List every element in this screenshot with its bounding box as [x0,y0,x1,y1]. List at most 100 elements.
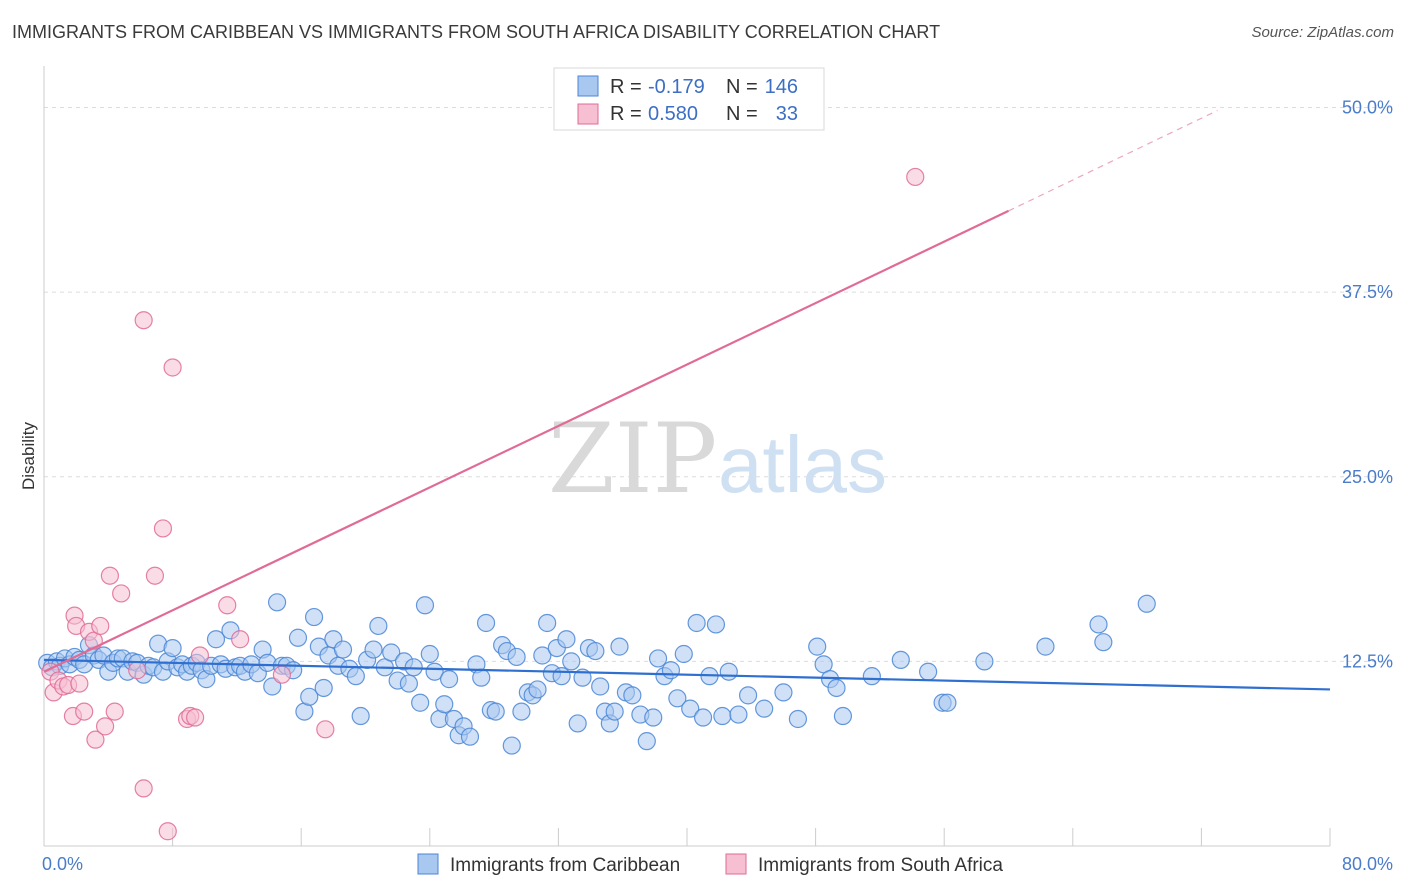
legend-r-value-2: 0.580 [648,103,698,125]
point-caribbean-138 [827,678,846,698]
point-caribbean-149 [1137,594,1156,613]
y-tick-label-2: 37.5% [1342,282,1393,302]
point-caribbean-79 [439,670,459,689]
point-caribbean-125 [693,708,713,727]
gridlines [44,107,1394,662]
point-caribbean-132 [755,699,774,718]
chart-title: IMMIGRANTS FROM CARIBBEAN VS IMMIGRANTS … [12,22,941,42]
point-caribbean-73 [411,693,430,712]
point-caribbean-54 [304,607,324,627]
legend-n-value-1: 146 [765,76,798,98]
bottom-legend: Immigrants from Caribbean Immigrants fro… [417,853,1003,876]
point-south-africa-17 [112,584,131,603]
point-caribbean-128 [713,706,732,726]
point-south-africa-16 [105,702,124,721]
point-south-africa-32 [316,720,335,739]
point-caribbean-139 [833,706,853,726]
point-south-africa-28 [190,646,210,665]
point-south-africa-19 [134,311,153,330]
bottom-legend-caribbean: Immigrants from Caribbean [450,855,680,876]
y-tick-labels: 12.5% 25.0% 37.5% 50.0% [1342,98,1393,672]
point-caribbean-83 [460,727,480,746]
point-south-africa-27 [186,708,205,727]
legend-n-label-2: N = [726,103,758,125]
point-south-africa-12 [86,730,105,749]
point-caribbean-68 [382,643,401,662]
legend-swatch-caribbean [577,75,599,97]
y-tick-label-1: 25.0% [1342,467,1393,487]
point-caribbean-147 [1089,615,1108,634]
point-caribbean-78 [435,695,454,714]
point-caribbean-66 [369,616,388,636]
point-caribbean-123 [681,699,700,718]
trend-lines [43,109,1331,691]
point-caribbean-120 [661,661,681,680]
point-caribbean-51 [288,628,308,647]
point-caribbean-148 [1094,633,1113,652]
point-south-africa-20 [134,779,153,798]
trend-line-caribbean [43,658,1331,691]
point-caribbean-96 [528,680,547,699]
point-caribbean-103 [562,652,581,671]
point-caribbean-101 [552,667,571,686]
point-caribbean-121 [668,689,687,708]
point-caribbean-131 [738,686,758,705]
point-caribbean-130 [729,705,748,724]
point-caribbean-112 [610,637,629,656]
point-caribbean-74 [415,596,435,615]
point-caribbean-145 [975,652,994,671]
legend-r-label-2: R = [610,103,642,125]
point-south-africa-14 [95,717,115,736]
x-tick-label-0: 0.0% [42,854,83,874]
point-south-africa-24 [163,358,182,377]
bottom-legend-south-africa: Immigrants from South Africa [758,855,1003,876]
point-caribbean-104 [568,714,587,733]
y-tick-label-3: 50.0% [1342,98,1393,118]
point-caribbean-46 [263,677,282,696]
data-points [38,167,1156,841]
point-caribbean-124 [687,613,706,633]
point-caribbean-88 [486,702,505,721]
bottom-legend-swatch-caribbean [417,853,439,875]
point-caribbean-65 [364,640,383,659]
point-caribbean-114 [623,686,642,705]
point-caribbean-56 [314,678,333,698]
point-south-africa-15 [100,566,120,585]
y-tick-label-0: 12.5% [1342,651,1393,671]
point-caribbean-75 [420,644,439,664]
point-caribbean-93 [512,702,531,721]
point-caribbean-116 [637,732,656,751]
legend-r-value-1: -0.179 [648,76,705,98]
point-south-africa-23 [158,822,177,841]
point-caribbean-62 [346,667,365,686]
legend-n-label-1: N = [726,76,758,98]
x-tick-label-1: 80.0% [1342,854,1393,874]
point-caribbean-91 [502,736,521,755]
point-caribbean-144 [938,693,957,712]
legend-r-label-1: R = [610,76,642,98]
point-caribbean-127 [706,615,726,634]
point-caribbean-102 [557,630,576,649]
point-caribbean-85 [472,668,491,687]
point-south-africa-9 [75,702,94,721]
point-caribbean-26 [163,638,182,658]
point-caribbean-118 [648,649,668,668]
point-caribbean-135 [808,637,827,656]
point-caribbean-63 [351,706,370,726]
point-caribbean-107 [586,641,605,661]
point-south-africa-33 [906,167,925,187]
point-caribbean-134 [788,709,808,729]
point-caribbean-97 [533,646,552,665]
point-caribbean-146 [1036,637,1055,656]
point-south-africa-13 [91,616,110,636]
point-south-africa-18 [128,661,147,680]
y-axis-label: Disability [19,421,38,490]
point-caribbean-53 [300,687,319,706]
point-caribbean-141 [891,650,910,670]
point-caribbean-140 [862,667,881,686]
trend-line-south-africa [43,209,1009,673]
point-south-africa-31 [272,665,292,684]
stats-legend: R = -0.179 N = 146 R = 0.580 N = 33 [553,67,825,131]
point-caribbean-133 [774,683,793,702]
